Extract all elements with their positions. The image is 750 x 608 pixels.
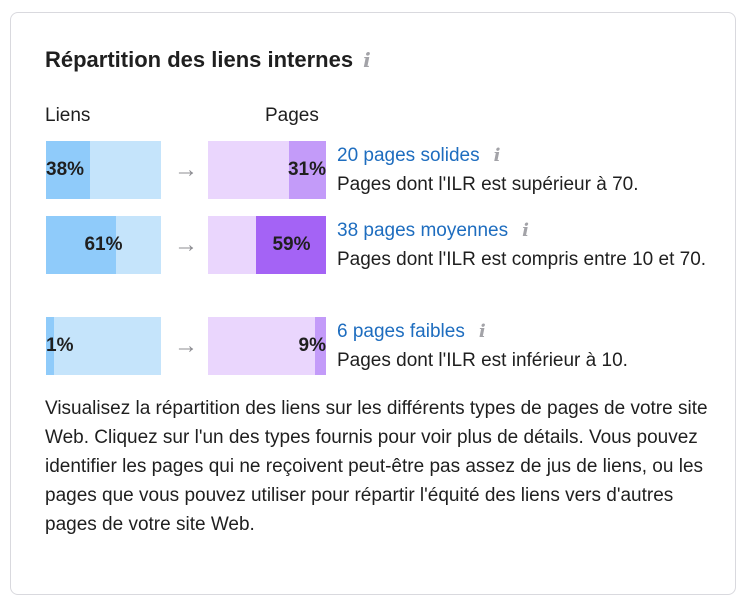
links-bar: 61%: [46, 216, 161, 274]
pages-bar-fill: [289, 141, 326, 199]
column-header-links: Liens: [45, 105, 91, 126]
links-percent: 38%: [46, 159, 85, 180]
links-bar-fill: [46, 216, 117, 274]
info-icon[interactable]: i: [493, 144, 501, 166]
pages-bar-fill: [315, 317, 326, 375]
row-link-container: 20 pages solides i: [337, 141, 717, 170]
row-link-container: 6 pages faibles i: [337, 317, 717, 346]
arrow-right-icon: →: [174, 156, 198, 183]
pages-percent: 59%: [272, 234, 311, 255]
arrow-right-icon: →: [174, 231, 198, 258]
row-description-text: Pages dont l'ILR est inférieur à 10.: [337, 350, 628, 371]
pages-bar-fill: [256, 216, 326, 274]
pages-bar: 59%: [208, 216, 326, 274]
info-icon[interactable]: i: [478, 320, 486, 342]
links-percent: 61%: [84, 234, 123, 255]
explanation-paragraph: Visualisez la répartition des liens sur …: [45, 398, 708, 535]
pages-bar: 31%: [208, 141, 326, 199]
row-description: 20 pages solides i Pages dont l'ILR est …: [337, 141, 717, 199]
pages-bar: 9%: [208, 317, 326, 375]
strong-pages-link[interactable]: 20 pages solides: [337, 145, 480, 166]
internal-links-card: Répartition des liens internes i Liens P…: [10, 12, 736, 595]
card-title: Répartition des liens internes i: [45, 47, 371, 73]
pages-percent: 31%: [287, 159, 326, 180]
row-description-text: Pages dont l'ILR est compris entre 10 et…: [337, 249, 707, 270]
arrow-right-icon: →: [174, 332, 198, 359]
row-description: 38 pages moyennes i Pages dont l'ILR est…: [337, 216, 717, 274]
links-bar: 1%: [46, 317, 161, 375]
medium-pages-link[interactable]: 38 pages moyennes: [337, 220, 509, 241]
links-bar-fill: [46, 141, 90, 199]
pages-percent: 9%: [298, 335, 326, 356]
links-bar-fill: [46, 317, 55, 375]
info-icon[interactable]: i: [363, 48, 371, 72]
links-percent: 1%: [46, 335, 74, 356]
row-description: 6 pages faibles i Pages dont l'ILR est i…: [337, 317, 717, 375]
info-icon[interactable]: i: [522, 219, 529, 241]
links-bar: 38%: [46, 141, 161, 199]
row-link-container: 38 pages moyennes i: [337, 216, 717, 245]
weak-pages-link[interactable]: 6 pages faibles: [337, 321, 465, 342]
title-text: Répartition des liens internes: [45, 47, 354, 72]
row-description-text: Pages dont l'ILR est supérieur à 70.: [337, 174, 639, 195]
column-header-pages: Pages: [265, 105, 319, 126]
